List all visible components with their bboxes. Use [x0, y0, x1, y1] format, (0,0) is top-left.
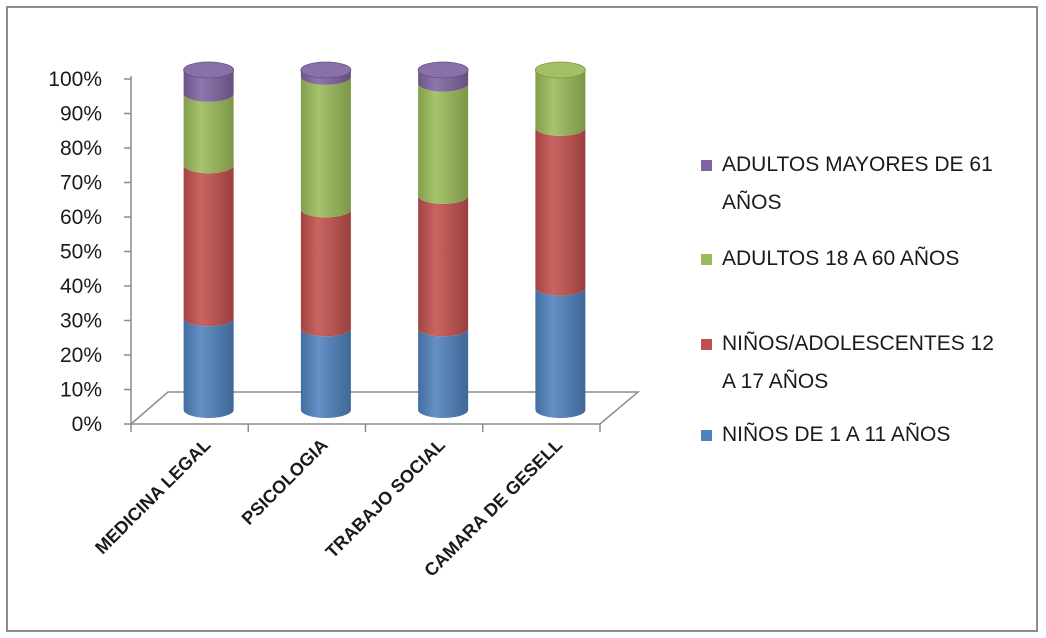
- category-label-psicologia: PSICOLOGIA: [238, 435, 332, 529]
- bar-segment-medicina-legal-ni-os-adolescentes-12-a-17-a-os: [183, 165, 234, 327]
- bar-segment-psicologia-ni-os-adolescentes-12-a-17-a-os: [300, 209, 351, 337]
- bar-segment-medicina-legal-adultos-18-a-60-a-os: [183, 93, 234, 174]
- legend: ADULTOS MAYORES DE 61 AÑOS ADULTOS 18 A 60…: [701, 153, 994, 446]
- bar-segment-trabajo-social-ni-os-de-1-a-11-a-os: [418, 328, 469, 418]
- legend-swatch: [701, 254, 712, 265]
- legend-label: A 17 AÑOS: [722, 369, 828, 393]
- y-tick-label: 20%: [60, 344, 102, 367]
- y-tick-label: 100%: [48, 68, 102, 91]
- chart-floor: [128, 391, 641, 425]
- y-tick-label: 80%: [60, 137, 102, 160]
- category-label-medicina-legal: MEDICINA LEGAL: [91, 435, 214, 558]
- bar-segment-trabajo-social-adultos-mayores-de-61-a-os: [418, 70, 469, 92]
- legend-item-ni-os-adolescentes-12-a-17-a-os: NIÑOS/ADOLESCENTES 12 A 17 AÑOS: [701, 331, 994, 393]
- y-tick-label: 30%: [60, 310, 102, 333]
- bar-segment-psicologia-ni-os-de-1-a-11-a-os: [300, 328, 351, 418]
- legend-swatch: [701, 430, 712, 441]
- bar-top-cap-psicologia: [300, 61, 352, 79]
- legend-item-ni-os-de-1-a-11-a-os: NIÑOS DE 1 A 11 AÑOS: [701, 422, 950, 446]
- legend-label: NIÑOS DE 1 A 11 AÑOS: [722, 422, 950, 446]
- bar-segment-camara-de-gesell-adultos-18-a-60-a-os: [535, 70, 586, 136]
- bar-segment-medicina-legal-ni-os-de-1-a-11-a-os: [183, 318, 234, 418]
- legend-swatch: [701, 160, 712, 171]
- bar-top-cap-trabajo-social: [417, 61, 469, 79]
- bar-segment-medicina-legal-adultos-mayores-de-61-a-os: [183, 70, 234, 102]
- floor-plane: [128, 391, 641, 425]
- bar-segment-psicologia-adultos-mayores-de-61-a-os: [300, 70, 351, 85]
- category-label-trabajo-social: TRABAJO SOCIAL: [322, 435, 449, 562]
- y-tick-label: 10%: [60, 379, 102, 402]
- legend-label: AÑOS: [722, 190, 782, 214]
- category-label-camara-de-gesell: CAMARA DE GESELL: [420, 435, 566, 581]
- y-tick-label: 50%: [60, 241, 102, 264]
- bar-top-cap-camara-de-gesell: [534, 61, 586, 79]
- legend-swatch: [701, 339, 712, 350]
- y-axis: 0% 10% 20% 30% 40% 50% 60% 70% 80% 90% 100%: [48, 68, 132, 436]
- y-tick-label: 0%: [72, 413, 102, 436]
- legend-label: ADULTOS 18 A 60 AÑOS: [722, 246, 959, 270]
- y-tick-label: 40%: [60, 275, 102, 298]
- y-tick-label: 60%: [60, 206, 102, 229]
- legend-item-adultos-mayores-de-61-a-os: ADULTOS MAYORES DE 61 AÑOS: [701, 153, 993, 214]
- chart-frame: [6, 6, 1038, 632]
- bar-segment-camara-de-gesell-ni-os-adolescentes-12-a-17-a-os: [535, 127, 586, 296]
- y-tick-label: 70%: [60, 172, 102, 195]
- legend-label: NIÑOS/ADOLESCENTES 12: [722, 331, 994, 355]
- bar-segment-camara-de-gesell-ni-os-de-1-a-11-a-os: [535, 287, 586, 418]
- bar-segment-trabajo-social-ni-os-adolescentes-12-a-17-a-os: [418, 195, 469, 337]
- bar-segment-trabajo-social-adultos-18-a-60-a-os: [418, 83, 469, 204]
- y-tick-label: 90%: [60, 103, 102, 126]
- legend-label: ADULTOS MAYORES DE 61: [722, 153, 993, 176]
- bar-segment-psicologia-adultos-18-a-60-a-os: [300, 76, 351, 218]
- legend-item-adultos-18-a-60-a-os: ADULTOS 18 A 60 AÑOS: [701, 246, 959, 270]
- bars: [183, 61, 586, 418]
- bar-top-cap-medicina-legal: [183, 61, 235, 79]
